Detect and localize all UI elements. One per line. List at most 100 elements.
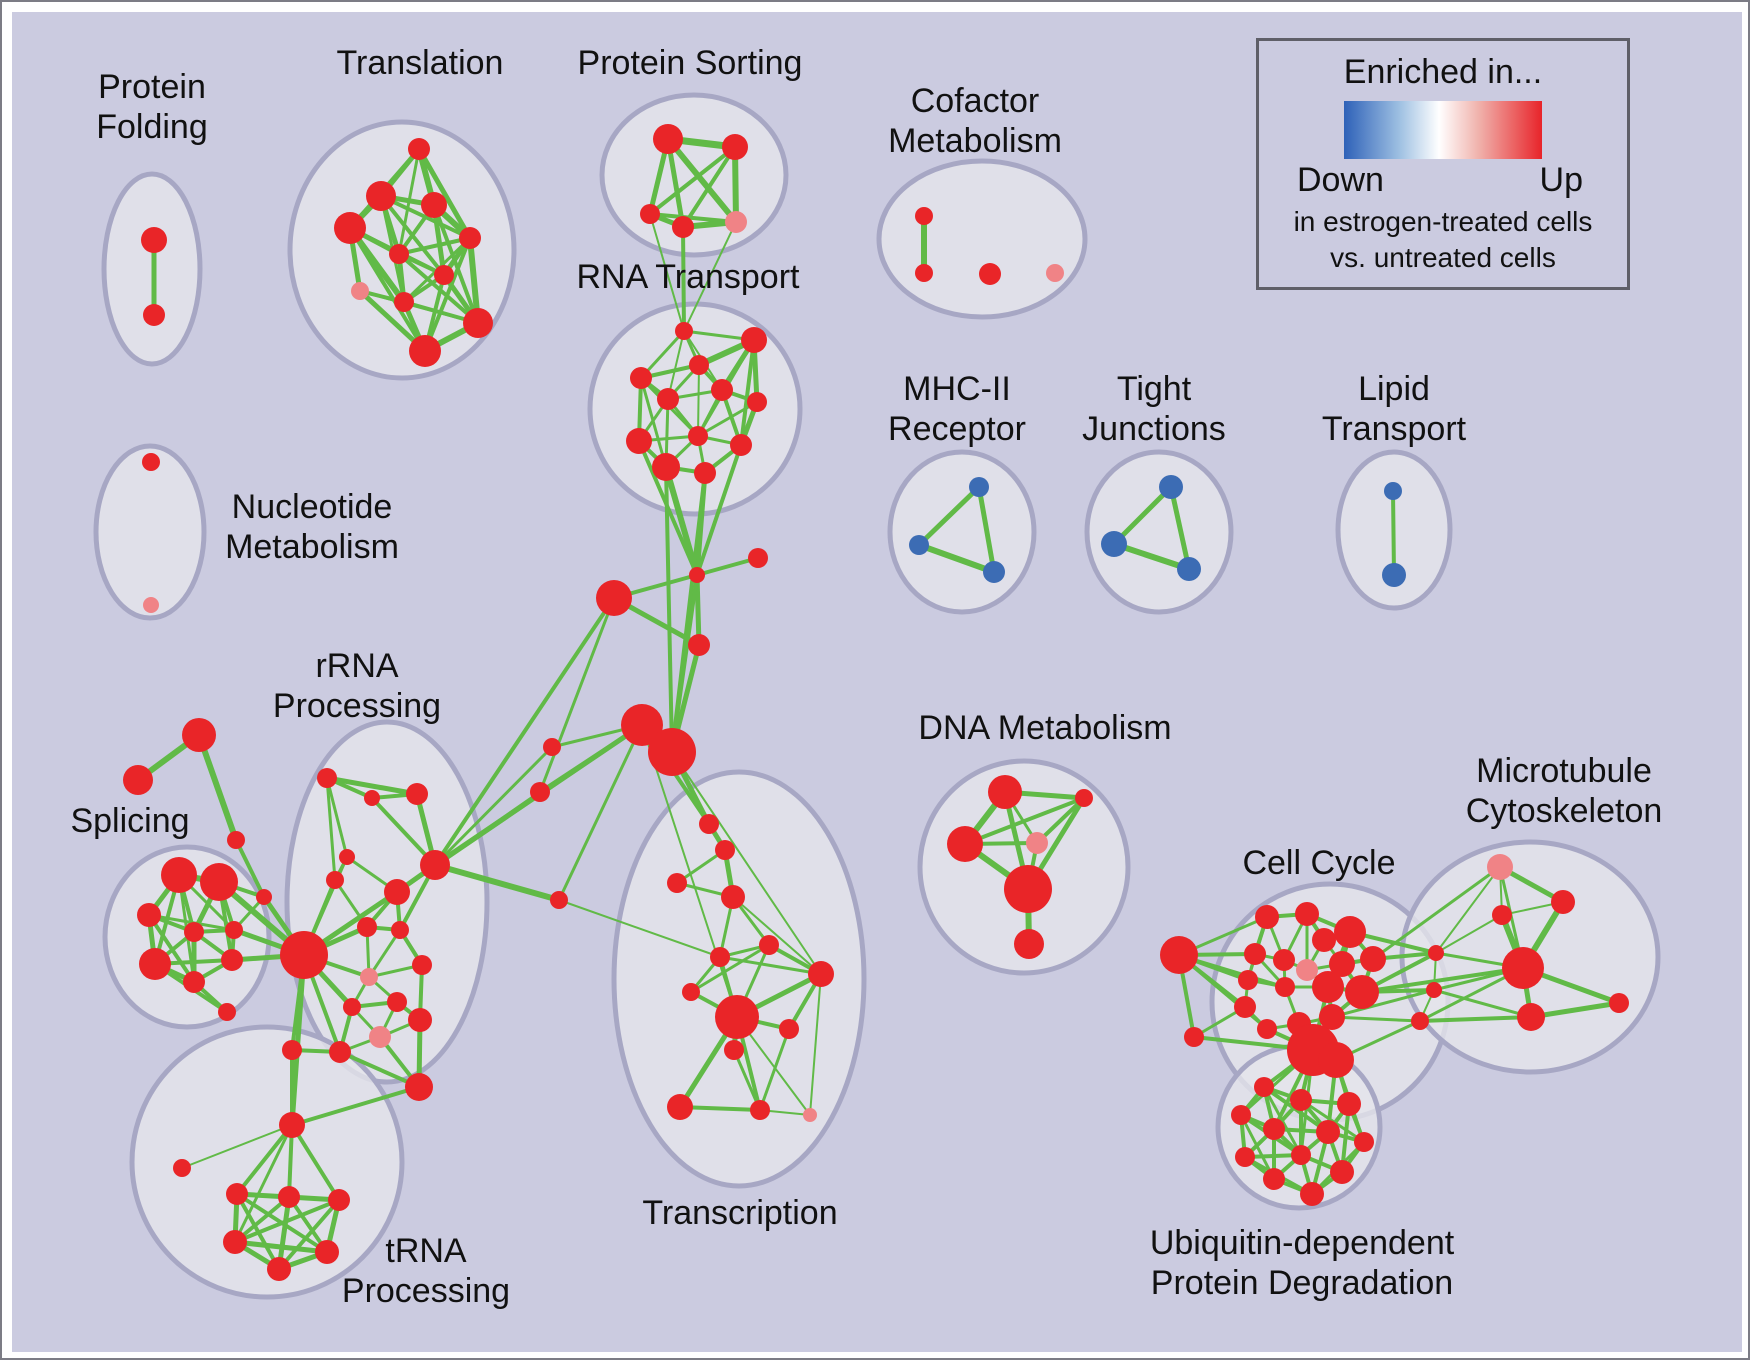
edge: [718, 955, 823, 976]
edge: [681, 145, 737, 229]
node-R9: [688, 426, 708, 446]
cluster-ellipse-cofactor-metabolism: [876, 158, 1088, 320]
node-B1: [596, 580, 632, 616]
edge: [290, 1085, 421, 1127]
node-N14: [387, 992, 407, 1012]
node-S8: [183, 971, 205, 993]
legend-caption: in estrogen-treated cells vs. untreated …: [1259, 204, 1627, 276]
edge: [681, 225, 686, 333]
node-R4: [630, 367, 652, 389]
node-TR3: [808, 961, 834, 987]
edge: [432, 203, 480, 325]
cluster-label-translation: Translation: [337, 44, 504, 82]
edge: [338, 1050, 421, 1089]
node-CC14: [1345, 975, 1379, 1009]
node-LP2: [1382, 563, 1406, 587]
node-TR10: [803, 1108, 817, 1122]
node-PS5: [725, 211, 747, 233]
edge: [558, 899, 721, 958]
node-N6: [384, 879, 410, 905]
node-N10: [280, 931, 328, 979]
node-CC7: [1273, 949, 1295, 971]
edge: [664, 465, 674, 754]
node-U2: [1290, 1089, 1312, 1111]
node-TT1: [182, 718, 216, 752]
edge: [324, 775, 420, 797]
node-CC8: [1296, 959, 1318, 981]
edge: [689, 943, 771, 994]
node-TR2: [710, 947, 730, 967]
node-CC12: [1275, 977, 1295, 997]
node-U4: [1231, 1105, 1251, 1125]
node-N11: [412, 955, 432, 975]
node-MH2: [909, 535, 929, 555]
node-NM2: [143, 597, 159, 613]
node-N17: [329, 1041, 351, 1063]
edge: [370, 796, 437, 867]
cluster-ellipse-trna-processing: [129, 1024, 405, 1300]
edge: [1111, 541, 1192, 572]
node-U7: [1354, 1132, 1374, 1152]
edge: [1435, 866, 1501, 954]
edge: [963, 796, 1086, 846]
node-CC16: [1257, 1019, 1277, 1039]
edge: [557, 723, 644, 902]
node-N7: [326, 871, 344, 889]
node-TT2: [123, 765, 153, 795]
node-H1: [689, 567, 705, 583]
node-CF4: [1046, 264, 1064, 282]
cluster-label-protein-folding: Protein Folding: [96, 68, 208, 146]
node-CC5: [1160, 936, 1198, 974]
node-HB1: [621, 704, 663, 746]
node-N16: [405, 1073, 433, 1101]
node-CH2: [715, 840, 735, 860]
node-D3: [947, 826, 983, 862]
node-D1: [988, 775, 1022, 809]
node-S5: [225, 921, 243, 939]
node-T2: [366, 181, 396, 211]
node-PS4: [672, 216, 694, 238]
node-U6: [1316, 1120, 1340, 1144]
edge: [1177, 953, 1269, 1031]
node-MH3: [983, 561, 1005, 583]
node-TP2: [173, 1159, 191, 1177]
node-CC9: [1329, 951, 1355, 977]
node-S7: [221, 949, 243, 971]
cluster-label-microtubule-cytoskeleton: Microtubule Cytoskeleton: [1466, 752, 1663, 830]
node-TR5: [715, 995, 759, 1039]
node-LS: [543, 738, 561, 756]
node-T10: [463, 308, 493, 338]
edge: [683, 221, 737, 332]
legend-up-label: Up: [1539, 161, 1583, 199]
node-N4: [339, 849, 355, 865]
cluster-label-lipid-transport: Lipid Transport: [1322, 370, 1467, 448]
edge: [325, 776, 349, 859]
edge: [916, 542, 997, 575]
node-N8: [357, 917, 377, 937]
node-D6: [1014, 929, 1044, 959]
cluster-label-splicing: Splicing: [70, 802, 189, 840]
node-CC11: [1238, 970, 1258, 990]
edge: [809, 973, 822, 1116]
node-PS2: [722, 134, 748, 160]
node-U1: [1254, 1077, 1274, 1097]
edge: [1330, 1015, 1422, 1023]
edge: [665, 136, 739, 225]
edge: [696, 400, 759, 438]
node-S6: [139, 948, 171, 980]
node-N15: [408, 1008, 432, 1032]
node-CF1: [915, 207, 933, 225]
edge: [1371, 865, 1502, 961]
node-TP6: [223, 1230, 247, 1254]
edge: [976, 484, 997, 575]
edge: [433, 596, 616, 867]
node-U10: [1330, 1160, 1354, 1184]
node-LT: [550, 891, 568, 909]
node-CC4: [1312, 928, 1336, 952]
edge: [433, 745, 554, 867]
node-R8: [626, 428, 652, 454]
node-U3: [1337, 1092, 1361, 1116]
edge: [397, 236, 472, 256]
edge: [1435, 914, 1503, 954]
edge: [416, 146, 473, 241]
